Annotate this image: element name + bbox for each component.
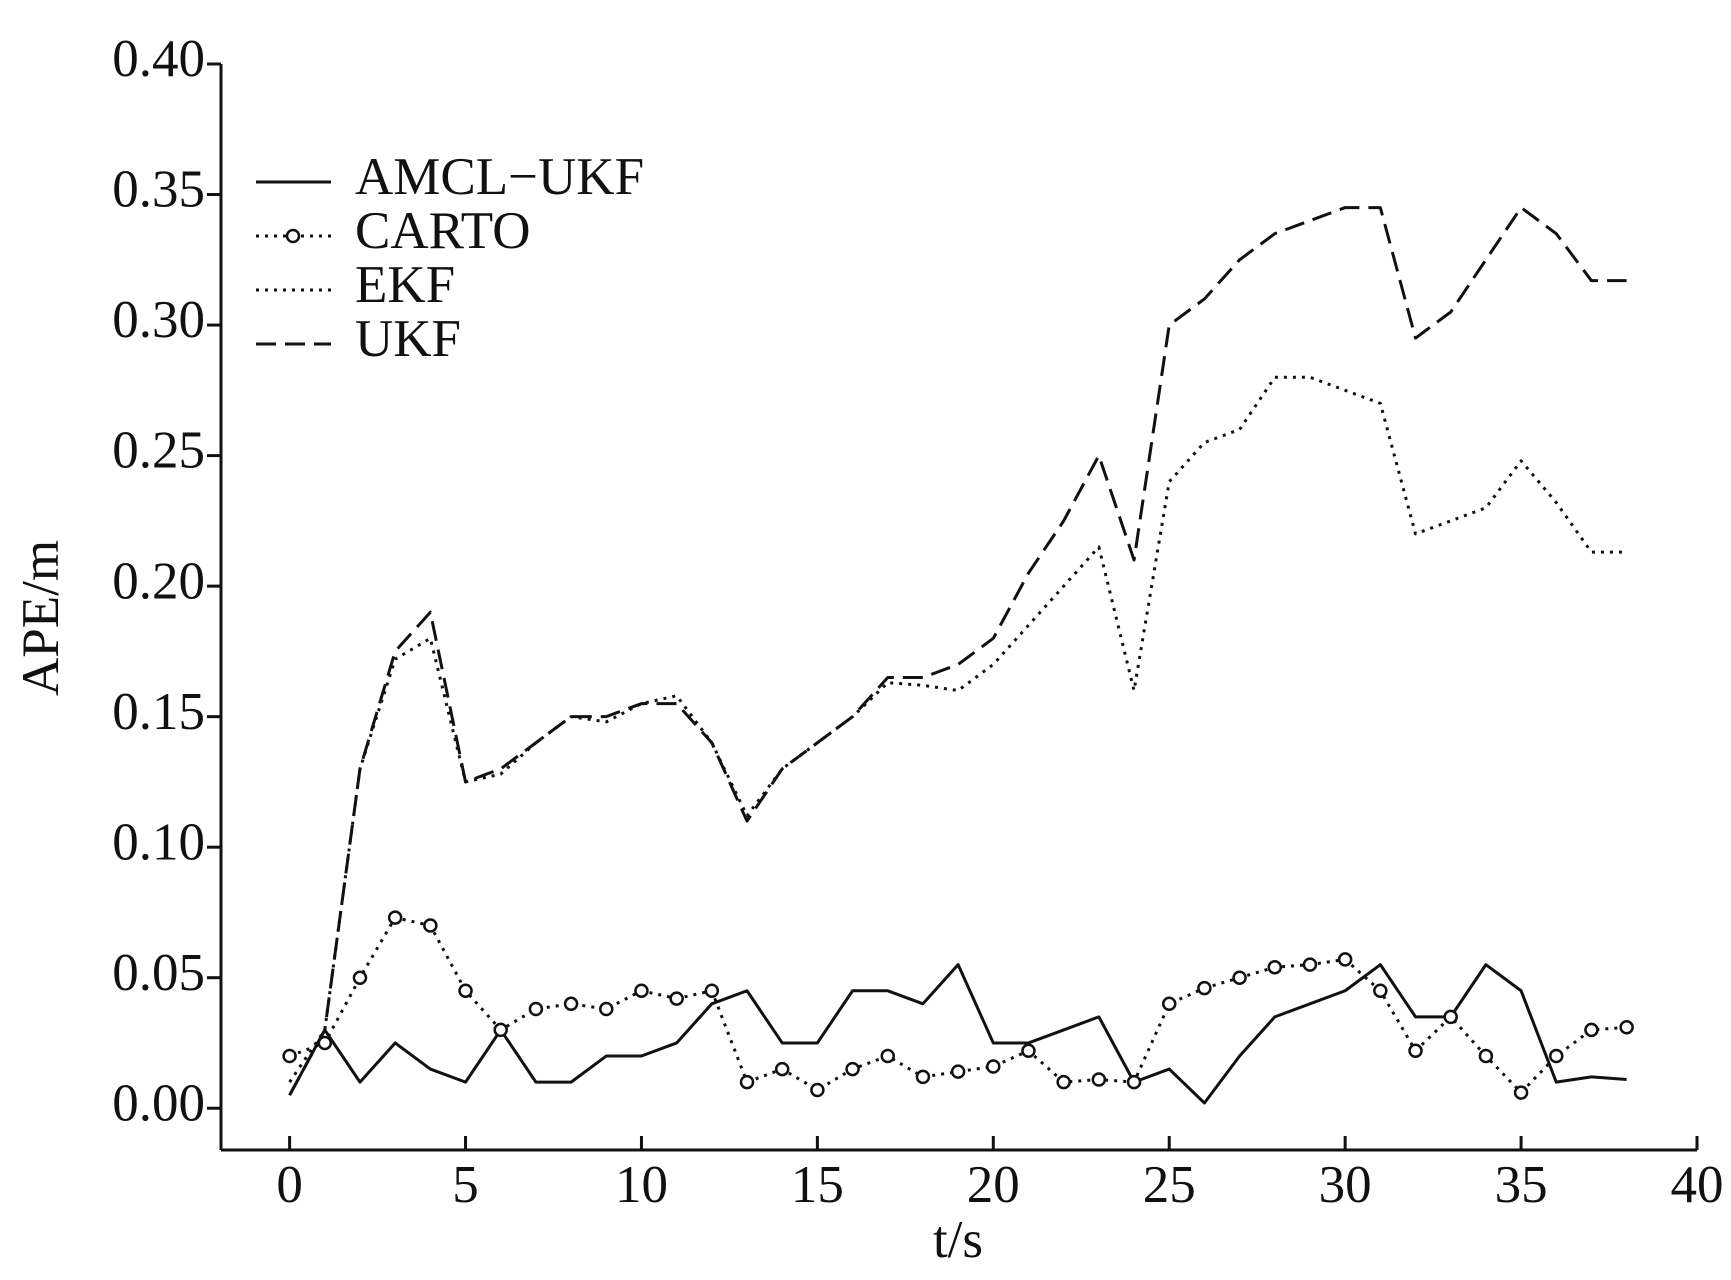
x-tick-label: 35: [1495, 1156, 1548, 1214]
series-marker: [423, 918, 438, 933]
y-tick-label: 0.00: [112, 1074, 205, 1132]
series-line: [288, 375, 1627, 1083]
series-marker: [986, 1059, 1001, 1074]
legend-label: UKF: [355, 310, 461, 368]
legend-marker: [285, 228, 301, 244]
series-marker: [387, 910, 403, 925]
series-marker: [458, 983, 473, 999]
y-tick-label: 0.10: [112, 813, 205, 871]
x-tick-label: 30: [1319, 1156, 1372, 1214]
x-tick-label: 15: [791, 1156, 844, 1214]
series-line: [288, 963, 1627, 1105]
series-marker: [1373, 983, 1388, 999]
y-tick-label: 0.25: [112, 422, 205, 480]
y-tick-label: 0.05: [112, 944, 205, 1002]
series-marker: [1584, 1022, 1599, 1038]
series-marker: [599, 1001, 614, 1017]
series-marker: [739, 1074, 755, 1090]
series-marker: [1021, 1043, 1036, 1059]
series-marker: [1197, 980, 1212, 996]
series-marker: [1337, 952, 1353, 967]
series-marker: [880, 1048, 896, 1064]
legend-label: CARTO: [355, 202, 531, 260]
series-marker: [1091, 1072, 1107, 1087]
x-tick-label: 20: [967, 1156, 1020, 1214]
series-marker: [1267, 960, 1283, 975]
series-marker: [1443, 1009, 1458, 1025]
legend-label: AMCL−UKF: [355, 148, 644, 206]
series-marker: [528, 1001, 544, 1017]
y-tick-label: 0.20: [112, 552, 205, 610]
series-marker: [1161, 996, 1177, 1012]
series-marker: [352, 970, 368, 985]
series-marker: [915, 1069, 931, 1085]
series-marker: [1619, 1020, 1634, 1035]
series-marker: [563, 996, 579, 1012]
y-axis-label: APE/m: [12, 540, 70, 696]
series-marker: [1408, 1043, 1423, 1059]
series-marker: [282, 1048, 297, 1064]
series-line: [288, 206, 1627, 1096]
series-marker: [810, 1082, 825, 1098]
series-marker: [493, 1022, 508, 1038]
series-marker: [669, 991, 684, 1006]
series-marker: [704, 983, 720, 999]
y-tick-label: 0.40: [112, 30, 205, 88]
series-marker: [1549, 1048, 1564, 1064]
y-tick-label: 0.15: [112, 683, 205, 741]
x-tick-label: 40: [1671, 1156, 1724, 1214]
y-tick-label: 0.35: [112, 161, 205, 219]
series-marker: [774, 1061, 790, 1077]
series-marker: [845, 1061, 860, 1077]
series-marker: [1302, 957, 1318, 972]
y-tick-label: 0.30: [112, 291, 205, 349]
x-axis-label: t/s: [933, 1211, 983, 1269]
series-marker: [950, 1064, 966, 1079]
series-marker: [1126, 1074, 1142, 1090]
legend-label: EKF: [355, 256, 455, 314]
x-tick-label: 25: [1143, 1156, 1196, 1214]
series-marker: [1232, 970, 1247, 985]
series-marker: [634, 983, 649, 999]
series-marker: [1478, 1048, 1494, 1064]
x-tick-label: 0: [276, 1156, 303, 1214]
series-marker: [1513, 1085, 1529, 1100]
series-marker: [1056, 1074, 1071, 1090]
x-tick-label: 5: [452, 1156, 479, 1214]
x-tick-label: 10: [615, 1156, 668, 1214]
